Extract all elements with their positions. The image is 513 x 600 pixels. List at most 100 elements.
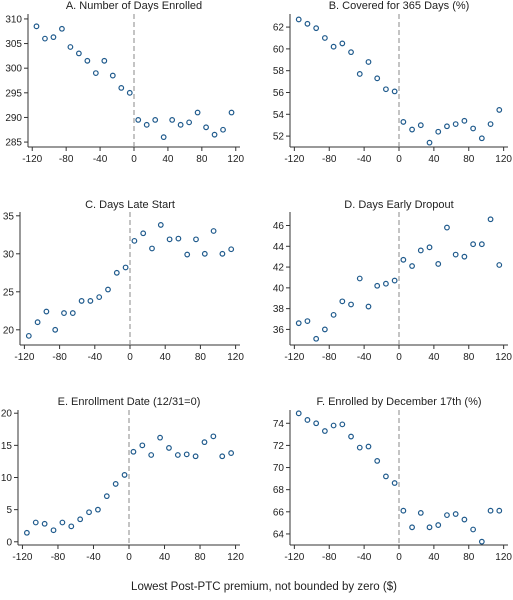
- data-point: [400, 119, 407, 125]
- x-tick-label: 0: [126, 552, 132, 563]
- data-point: [426, 524, 433, 531]
- data-point: [365, 443, 372, 450]
- data-point: [374, 75, 381, 82]
- data-point: [496, 262, 503, 268]
- data-point: [409, 524, 415, 531]
- y-tick-label: 305: [5, 39, 22, 50]
- data-point: [304, 20, 311, 27]
- data-point: [112, 481, 119, 487]
- y-tick-label: 64: [273, 529, 285, 540]
- data-point: [339, 40, 346, 47]
- data-point: [101, 57, 108, 64]
- data-point: [391, 277, 398, 284]
- x-tick-label: -40: [357, 154, 372, 165]
- data-point: [295, 410, 302, 417]
- y-tick-label: 285: [5, 138, 22, 149]
- data-point: [228, 246, 235, 253]
- data-point: [193, 236, 199, 243]
- data-point: [374, 458, 381, 464]
- data-point: [452, 121, 459, 128]
- data-point: [194, 109, 201, 116]
- y-tick-label: 62: [273, 23, 285, 34]
- data-point: [409, 263, 415, 269]
- data-point: [186, 119, 193, 126]
- data-point: [461, 117, 468, 124]
- x-tick-label: -80: [322, 552, 337, 563]
- data-point: [75, 50, 82, 57]
- data-point: [32, 519, 39, 526]
- x-tick-label: 120: [495, 552, 512, 563]
- y-tick-label: 20: [3, 325, 15, 336]
- data-point: [383, 86, 389, 93]
- data-point: [348, 301, 354, 308]
- x-tick-label: 40: [428, 352, 440, 363]
- data-point: [157, 222, 164, 228]
- x-tick-label: -80: [59, 154, 74, 165]
- y-tick-label: 56: [273, 88, 285, 99]
- y-tick-label: 54: [273, 110, 285, 121]
- data-point: [470, 125, 477, 132]
- data-point: [43, 308, 50, 315]
- y-tick-label: 72: [273, 441, 285, 452]
- data-point: [42, 35, 48, 42]
- data-point: [166, 445, 172, 451]
- data-point: [461, 253, 468, 260]
- data-point: [356, 444, 363, 451]
- data-point: [122, 264, 129, 271]
- data-point: [348, 433, 354, 440]
- data-point: [192, 453, 199, 460]
- data-point: [86, 509, 92, 516]
- data-point: [96, 294, 103, 301]
- x-tick-label: 120: [495, 154, 512, 165]
- data-point: [435, 128, 442, 135]
- data-point: [41, 520, 48, 527]
- panel-title: E. Enrollment Date (12/31=0): [58, 396, 201, 408]
- data-point: [59, 519, 66, 526]
- data-point: [228, 450, 235, 456]
- y-tick-label: 66: [273, 507, 285, 518]
- data-point: [365, 59, 372, 65]
- data-point: [92, 70, 99, 77]
- data-point: [23, 529, 30, 536]
- x-tick-label: -80: [322, 352, 337, 363]
- data-point: [148, 452, 155, 458]
- data-point: [295, 320, 302, 327]
- data-point: [210, 433, 217, 440]
- data-point: [152, 117, 159, 123]
- data-point: [444, 123, 450, 130]
- data-point: [383, 473, 389, 480]
- panel-title: F. Enrolled by December 17th (%): [316, 396, 481, 408]
- x-tick-label: 40: [428, 552, 440, 563]
- x-tick-label: -80: [52, 352, 67, 363]
- data-point: [130, 448, 137, 455]
- y-tick-label: 290: [5, 113, 22, 124]
- data-point: [69, 310, 76, 316]
- data-point: [77, 516, 84, 523]
- x-tick-label: -80: [51, 552, 66, 563]
- x-tick-label: -120: [284, 154, 304, 165]
- data-point: [201, 439, 208, 446]
- data-point: [228, 109, 235, 116]
- data-point: [435, 261, 442, 267]
- panels: A. Number of Days Enrolled28529029530030…: [1, 0, 513, 563]
- data-point: [391, 88, 398, 95]
- x-tick-label: 0: [127, 352, 133, 363]
- data-point: [487, 121, 494, 128]
- data-point: [121, 472, 128, 478]
- x-tick-label: -120: [284, 552, 304, 563]
- data-point: [321, 326, 328, 333]
- data-point: [219, 250, 226, 257]
- data-point: [78, 298, 85, 304]
- y-tick-label: 10: [1, 473, 13, 484]
- data-point: [87, 298, 94, 304]
- data-point: [478, 241, 485, 248]
- x-tick-label: 80: [463, 352, 475, 363]
- x-tick-label: 120: [227, 352, 244, 363]
- y-tick-label: 40: [273, 283, 285, 294]
- data-point: [383, 280, 389, 287]
- data-point: [313, 25, 320, 32]
- data-point: [34, 319, 41, 326]
- data-point: [52, 326, 59, 333]
- data-point: [470, 526, 477, 533]
- data-point: [470, 241, 477, 248]
